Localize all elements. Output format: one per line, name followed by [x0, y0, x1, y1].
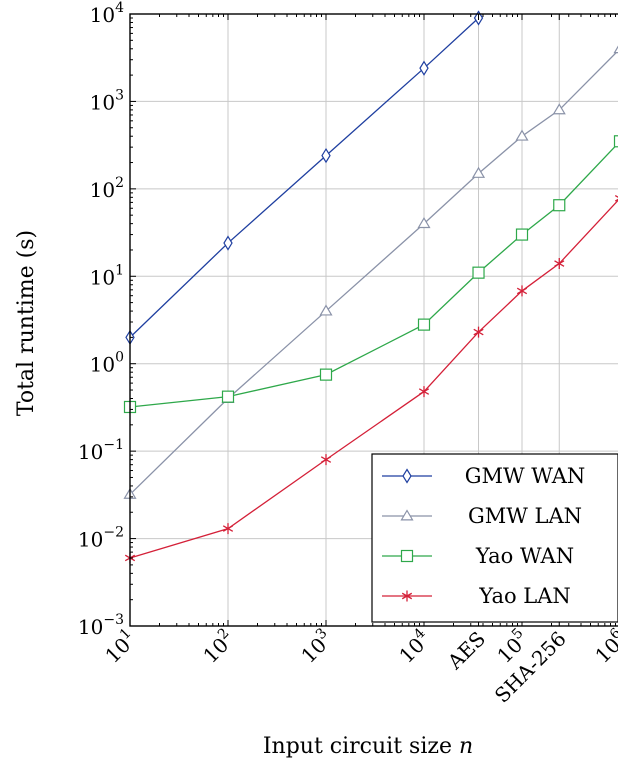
legend-marker	[400, 509, 414, 521]
data-point	[319, 368, 333, 381]
data-point	[554, 258, 565, 270]
data-point	[222, 523, 234, 535]
y-tick-label: 10−2	[78, 525, 124, 552]
y-axis-label: Total runtime (s)	[14, 230, 39, 416]
data-point	[417, 318, 431, 331]
series-layer	[123, 10, 618, 564]
data-point	[515, 228, 529, 241]
data-point	[473, 326, 484, 338]
x-tick-label: SHA-256	[490, 627, 571, 708]
series-line-yao-wan	[129, 142, 618, 408]
x-axis-label-text: Input circuit size	[263, 734, 459, 759]
y-tick-label: 10−1	[78, 437, 124, 464]
data-point	[419, 60, 429, 76]
y-tick-label: 104	[90, 0, 124, 27]
y-tick-label: 100	[90, 350, 124, 377]
y-tick-label: 103	[90, 87, 124, 114]
x-tick-label: 104	[393, 625, 436, 668]
legend-entry-label: Yao WAN	[475, 544, 574, 568]
data-point	[223, 235, 233, 251]
legend-entry-label: GMW LAN	[468, 504, 582, 528]
data-point	[516, 285, 528, 297]
y-tick-labels: 10−3 10−2 10−1 100 101 102 103 104	[78, 0, 124, 639]
x-tick-label: 106	[589, 625, 618, 668]
data-point	[614, 194, 618, 202]
data-point	[613, 45, 618, 54]
legend-entry-label: Yao LAN	[478, 584, 571, 608]
x-axis-label-variable: n	[459, 734, 473, 759]
legend-entry-label: GMW WAN	[465, 464, 586, 488]
data-point	[471, 166, 486, 178]
legend-marker	[401, 590, 413, 602]
data-point	[319, 304, 333, 316]
y-tick-label: 101	[90, 262, 124, 289]
series-line-yao-lan	[129, 199, 618, 559]
legend: GMW WAN GMW LAN Yao WAN Yao LAN	[371, 453, 618, 623]
y-tick-label: 10−3	[78, 612, 124, 639]
data-point	[472, 266, 485, 279]
data-point	[320, 454, 332, 466]
plot-frame	[129, 13, 618, 627]
data-point	[417, 216, 431, 229]
x-tick-label: AES	[442, 627, 490, 675]
data-point	[321, 147, 331, 164]
data-point	[418, 386, 430, 398]
x-tick-label: 101	[99, 625, 142, 668]
series-line-gmw-lan	[129, 49, 618, 495]
data-point	[552, 103, 566, 115]
x-axis-label: Input circuit size n	[263, 734, 473, 759]
data-point	[221, 390, 235, 403]
tick-marks	[129, 13, 617, 627]
legend-marker	[400, 549, 414, 563]
legend-box	[371, 453, 618, 623]
legend-marker	[402, 468, 412, 484]
data-point	[613, 135, 618, 148]
data-point	[515, 129, 529, 141]
x-tick-label: 102	[197, 625, 240, 668]
data-point	[553, 199, 566, 212]
y-tick-label: 102	[90, 175, 124, 202]
x-tick-label: 103	[295, 625, 338, 668]
